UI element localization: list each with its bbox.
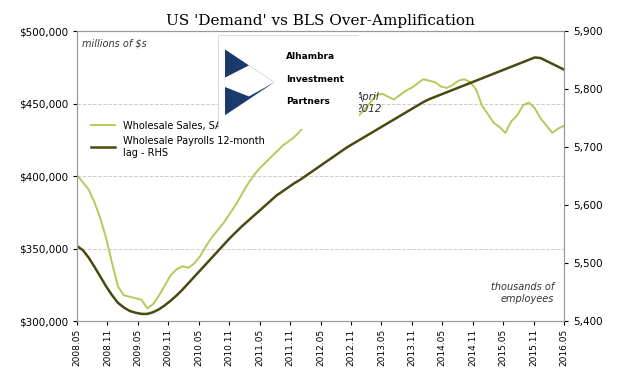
Line: Wholesale Sales, SA: Wholesale Sales, SA [77,79,564,309]
Wholesale Sales, SA [103,236,110,241]
Line: Wholesale Payrolls 12-month
lag - RHS: Wholesale Payrolls 12-month lag - RHS [77,58,564,314]
Wholesale Payrolls 12-month
lag - RHS [79,248,87,252]
Legend: Wholesale Sales, SA, Wholesale Payrolls 12-month
lag - RHS: Wholesale Sales, SA, Wholesale Payrolls … [87,118,269,162]
Wholesale Payrolls 12-month
lag - RHS [73,244,81,249]
Wholesale Payrolls 12-month
lag - RHS [472,78,480,83]
Wholesale Payrolls 12-month
lag - RHS [560,67,568,72]
Polygon shape [225,49,274,115]
Text: US 'Demand' vs BLS Over-Amplification: US 'Demand' vs BLS Over-Amplification [166,14,475,28]
Wholesale Sales, SA [296,129,304,134]
Text: Alhambra: Alhambra [286,52,335,61]
Text: Partners: Partners [286,97,329,106]
Wholesale Payrolls 12-month
lag - RHS [138,312,146,316]
Wholesale Sales, SA [560,123,568,128]
Wholesale Payrolls 12-month
lag - RHS [103,284,110,289]
Wholesale Payrolls 12-month
lag - RHS [449,87,456,92]
Text: millions of $s: millions of $s [82,39,147,49]
Wholesale Payrolls 12-month
lag - RHS [320,161,328,166]
Wholesale Sales, SA [419,77,427,82]
Wholesale Sales, SA [478,103,486,108]
Polygon shape [225,49,274,115]
Wholesale Payrolls 12-month
lag - RHS [296,178,304,182]
Text: Investment: Investment [286,75,344,84]
Wholesale Sales, SA [320,99,328,103]
Wholesale Sales, SA [144,306,151,311]
Wholesale Sales, SA [454,78,462,83]
Wholesale Payrolls 12-month
lag - RHS [531,55,538,60]
Text: thousands of
employees: thousands of employees [491,282,554,304]
Wholesale Sales, SA [79,180,87,185]
Wholesale Sales, SA [73,172,81,177]
Text: April
2012: April 2012 [356,93,382,114]
